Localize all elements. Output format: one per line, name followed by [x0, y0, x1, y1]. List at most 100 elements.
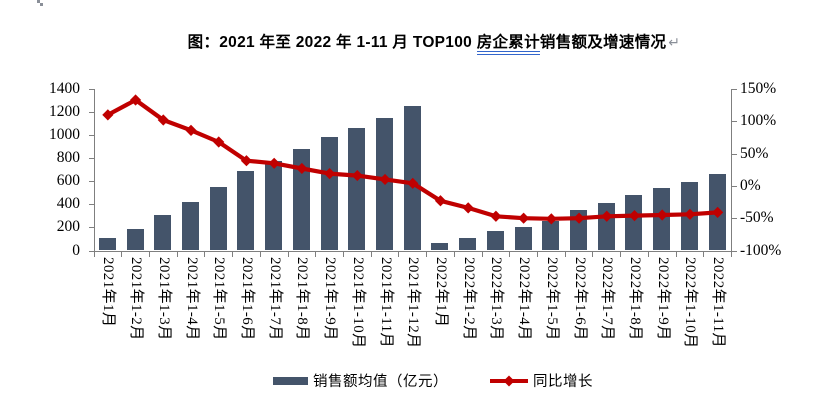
- y-axis-left-tick-label: 1400: [49, 80, 80, 97]
- x-axis-label: 2022年1-9月: [654, 256, 671, 341]
- x-axis-tick: [93, 251, 95, 257]
- x-axis-line: [93, 250, 732, 252]
- x-axis-tick: [342, 251, 344, 257]
- legend-item-bar-series: 销售额均值（亿元）: [273, 370, 448, 391]
- diamond-marker-icon: [212, 136, 224, 148]
- figure-title: 图：2021 年至 2022 年 1-11 月 TOP100 房企累计销售额及增…: [0, 30, 820, 55]
- bar-2022年1-5月: [542, 220, 560, 251]
- x-axis-label: 2021年1-4月: [183, 256, 200, 341]
- x-axis-tick: [620, 251, 622, 257]
- x-axis-tick: [453, 251, 455, 257]
- diamond-marker-icon: [184, 124, 197, 136]
- figure-title-prefix: 图：2021 年至 2022 年 1-11 月 TOP100: [187, 34, 477, 51]
- y-axis-left-line: [93, 89, 95, 251]
- y-axis-left-tick-label: 200: [56, 218, 80, 236]
- x-axis-tick: [121, 251, 123, 257]
- legend-bar-swatch: [273, 376, 308, 385]
- x-axis-tick: [315, 251, 317, 257]
- bar-2021年1-8月: [292, 148, 310, 251]
- y-axis-left-tick: [88, 112, 94, 114]
- diamond-marker-icon: [323, 168, 335, 180]
- x-axis-tick: [370, 251, 372, 257]
- y-axis-right-tick: [732, 218, 737, 220]
- x-axis-tick: [287, 251, 289, 257]
- trend-line-path: [106, 97, 718, 221]
- diamond-marker-icon: [656, 209, 668, 221]
- bar-2021年1-2月: [126, 229, 144, 251]
- x-axis-tick: [536, 251, 538, 257]
- growth-trend-line: [101, 94, 723, 225]
- diamond-marker-icon: [600, 210, 612, 222]
- diamond-marker-icon: [628, 210, 640, 222]
- x-axis-tick: [592, 251, 594, 257]
- y-axis-right-tick-label: -100%: [740, 241, 782, 259]
- x-axis-tick: [398, 251, 400, 257]
- x-axis-tick: [204, 251, 206, 257]
- x-axis-label: 2021年1-9月: [322, 256, 339, 341]
- x-axis-label: 2021年1-6月: [238, 256, 255, 341]
- x-axis-label: 2021年1-2月: [128, 256, 145, 341]
- y-axis-left-tick: [88, 135, 94, 137]
- y-axis-left-tick-label: 1000: [49, 126, 80, 144]
- x-axis-label: 2021年1-11月: [377, 256, 394, 348]
- y-axis-left-tick-label: 400: [56, 195, 80, 213]
- x-axis-label: 2022年1-4月: [516, 256, 533, 341]
- bar-2021年1-6月: [237, 171, 255, 251]
- y-axis-left-tick-label: 0: [72, 241, 80, 259]
- y-axis-right-tick: [732, 250, 737, 252]
- x-axis-tick: [426, 251, 428, 257]
- y-axis-left-tick: [88, 227, 94, 229]
- diamond-marker-icon: [406, 177, 418, 189]
- x-axis-tick: [232, 251, 234, 257]
- diamond-marker-icon: [711, 206, 723, 218]
- paragraph-mark: ↵: [668, 34, 681, 50]
- y-axis-left-tick-label: 1200: [49, 103, 80, 121]
- diamond-marker-icon: [683, 208, 696, 220]
- diamond-marker-icon: [240, 155, 252, 167]
- figure-title-underlined-segment: 房企累计: [476, 34, 540, 55]
- x-axis-label: 2021年1-3月: [155, 256, 172, 341]
- y-axis-right-tick-label: -50%: [740, 209, 774, 227]
- y-axis-right-tick-label: 0%: [740, 176, 761, 194]
- bar-2021年1月: [98, 238, 116, 251]
- y-axis-left-tick: [88, 204, 94, 206]
- diamond-marker-icon: [434, 195, 446, 207]
- y-axis-left-tick: [88, 181, 94, 183]
- x-axis-tick: [675, 251, 677, 257]
- legend-line-swatch: [490, 375, 528, 386]
- x-axis-label: 2022年1-5月: [543, 256, 560, 341]
- x-axis-tick: [176, 251, 178, 257]
- x-axis-label: 2022年1-6月: [571, 256, 588, 341]
- bar-2021年1-3月: [154, 215, 172, 251]
- x-axis-label: 2022年1月: [432, 256, 449, 327]
- x-axis-tick: [148, 251, 150, 257]
- y-axis-right-tick-label: 100%: [740, 112, 777, 130]
- diamond-marker-icon: [101, 109, 113, 121]
- x-axis-label: 2021年1-7月: [266, 256, 283, 341]
- diamond-marker-icon: [351, 169, 363, 182]
- page-artifact-mark: [37, 0, 40, 3]
- diamond-marker-icon: [462, 202, 474, 214]
- x-axis-label: 2021年1月: [100, 256, 117, 327]
- diamond-marker-icon: [157, 114, 169, 126]
- x-axis-label: 2022年1-10月: [682, 256, 699, 349]
- diamond-marker-icon: [489, 210, 502, 222]
- diamond-marker-icon: [129, 94, 141, 106]
- y-axis-left-tick: [88, 89, 94, 90]
- bar-2022年1-2月: [459, 238, 477, 251]
- x-axis-label: 2022年1-11月: [710, 256, 727, 348]
- x-axis-label: 2022年1-2月: [460, 256, 477, 341]
- bar-2021年1-10月: [348, 128, 366, 251]
- bar-2021年1-4月: [182, 202, 199, 251]
- y-axis-left-tick: [88, 250, 94, 252]
- legend-bar-label: 销售额均值（亿元）: [313, 374, 448, 390]
- x-axis-tick: [647, 251, 649, 257]
- y-axis-right-tick: [732, 153, 737, 155]
- diamond-marker-icon: [378, 173, 391, 186]
- y-axis-right-tick: [732, 185, 737, 187]
- diamond-marker-icon: [517, 212, 529, 224]
- x-axis-tick: [703, 251, 705, 257]
- x-axis-tick: [731, 251, 732, 257]
- bar-2022年1月: [431, 243, 449, 251]
